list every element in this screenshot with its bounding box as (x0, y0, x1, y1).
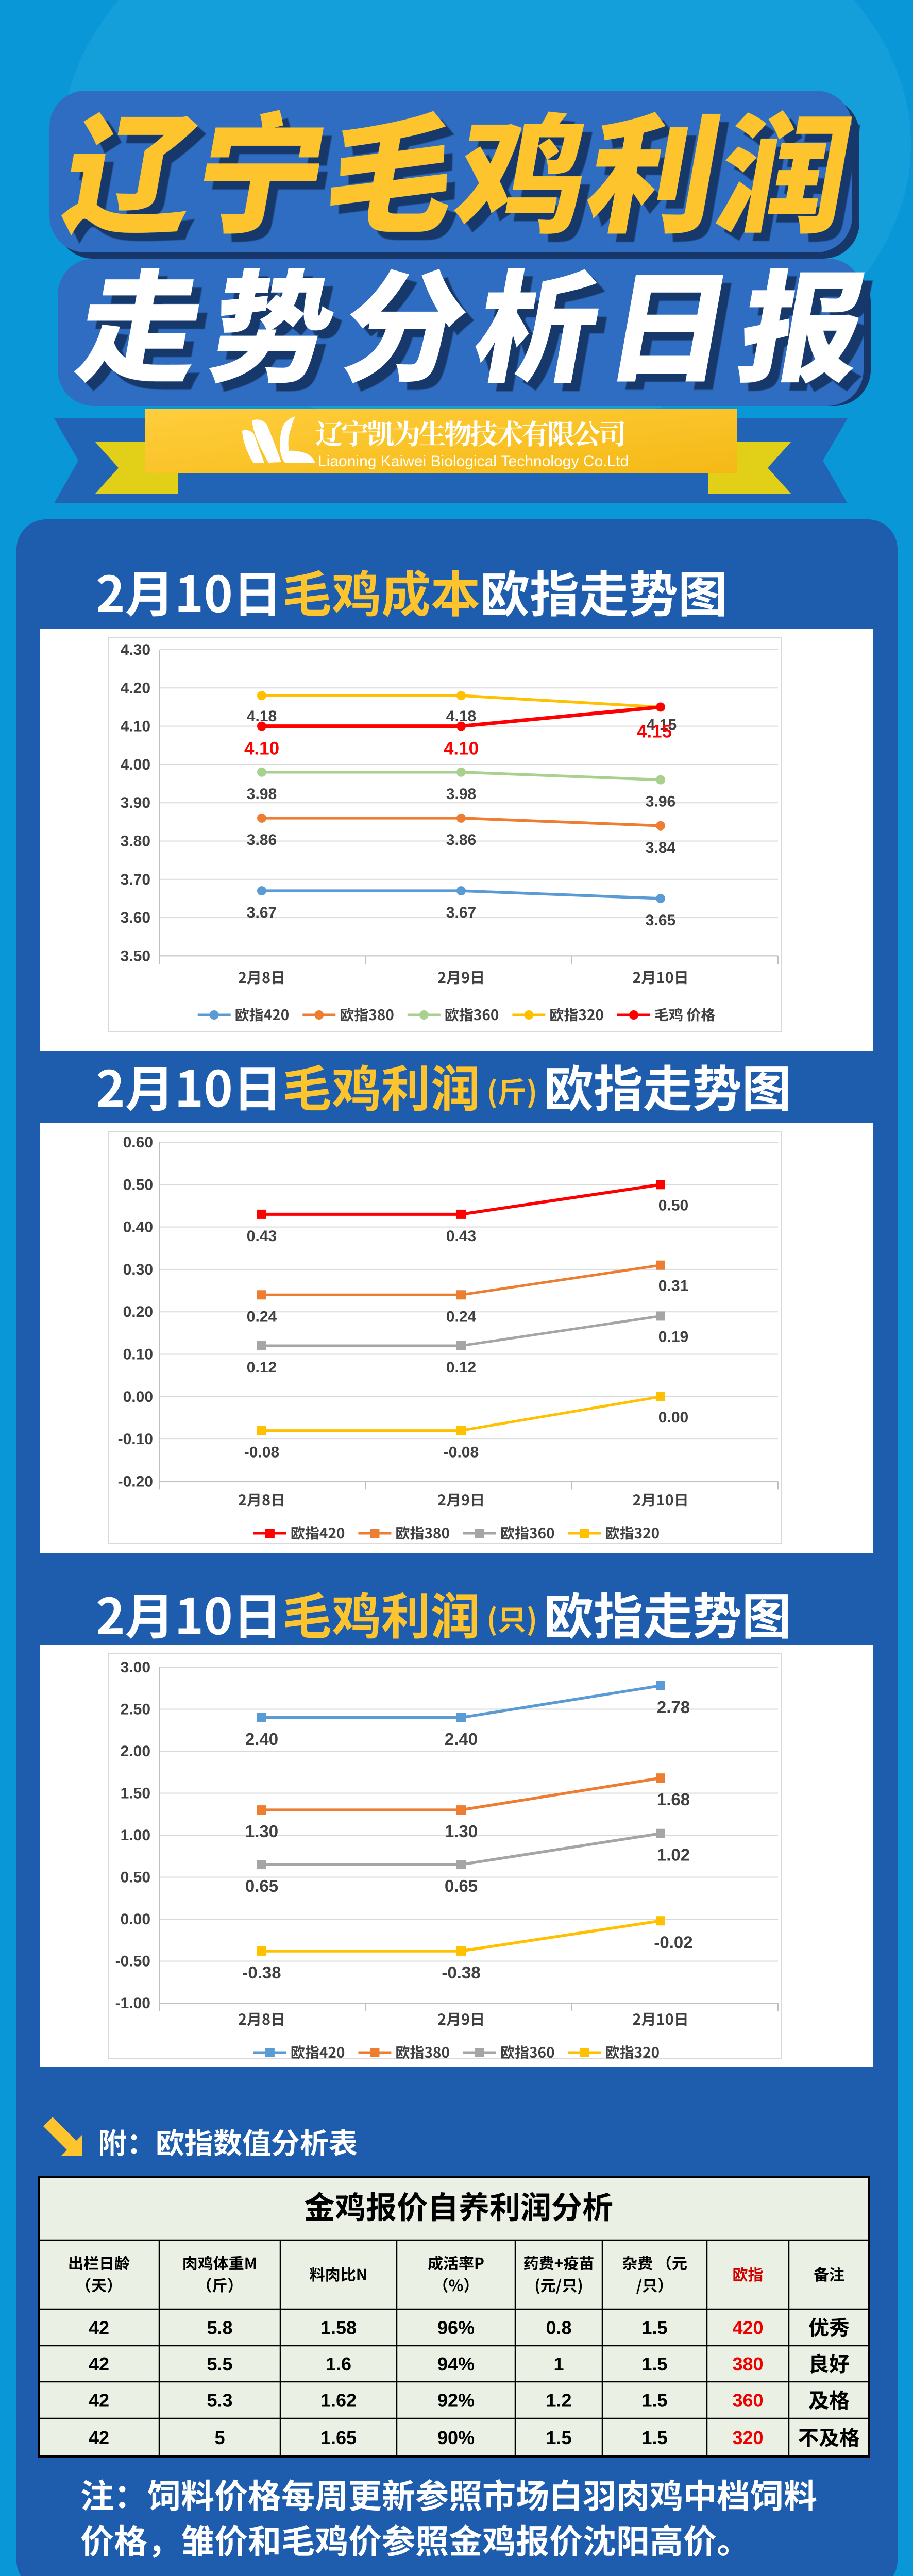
svg-text:0.30: 0.30 (123, 1261, 153, 1278)
svg-text:4.00: 4.00 (121, 756, 150, 773)
svg-text:0.19: 0.19 (658, 1328, 688, 1345)
svg-text:-0.02: -0.02 (654, 1933, 692, 1952)
svg-text:96%: 96% (437, 2317, 475, 2338)
svg-text:1.5: 1.5 (641, 2353, 667, 2375)
svg-text:42: 42 (89, 2353, 109, 2375)
svg-text:3.90: 3.90 (121, 794, 150, 811)
svg-text:3.70: 3.70 (121, 871, 150, 888)
svg-text:5.8: 5.8 (207, 2317, 232, 2338)
svg-text:-0.08: -0.08 (244, 1444, 279, 1461)
svg-text:3.67: 3.67 (247, 904, 277, 921)
svg-text:1.00: 1.00 (121, 1827, 150, 1844)
svg-text:0.50: 0.50 (123, 1176, 153, 1193)
svg-text:0.60: 0.60 (123, 1134, 153, 1151)
svg-text:-0.20: -0.20 (118, 1473, 153, 1490)
svg-text:0.10: 0.10 (123, 1346, 153, 1363)
svg-text:-1.00: -1.00 (115, 1995, 150, 2012)
svg-text:0.43: 0.43 (247, 1228, 277, 1245)
svg-text:3.67: 3.67 (446, 904, 476, 921)
svg-text:0.50: 0.50 (121, 1869, 150, 1886)
svg-text:90%: 90% (437, 2427, 475, 2448)
svg-text:1.5: 1.5 (546, 2427, 571, 2448)
svg-text:5.5: 5.5 (207, 2353, 232, 2375)
svg-text:42: 42 (89, 2390, 109, 2411)
svg-text:0.24: 0.24 (247, 1308, 277, 1325)
svg-text:-0.08: -0.08 (444, 1444, 479, 1461)
svg-text:420: 420 (732, 2317, 763, 2338)
svg-text:3.86: 3.86 (247, 832, 277, 849)
svg-text:0.20: 0.20 (123, 1303, 153, 1320)
svg-text:4.10: 4.10 (244, 739, 279, 759)
svg-text:1.58: 1.58 (320, 2317, 357, 2338)
svg-text:0.8: 0.8 (546, 2317, 571, 2338)
svg-text:0.65: 0.65 (245, 1876, 278, 1895)
svg-text:4.15: 4.15 (637, 721, 672, 741)
svg-text:1.50: 1.50 (121, 1785, 150, 1802)
svg-text:3.98: 3.98 (247, 786, 277, 803)
svg-text:2.40: 2.40 (445, 1730, 478, 1749)
svg-text:1.30: 1.30 (245, 1822, 278, 1841)
svg-text:1.68: 1.68 (657, 1790, 690, 1809)
svg-text:1.5: 1.5 (641, 2427, 667, 2448)
svg-text:42: 42 (89, 2427, 109, 2448)
svg-text:2.40: 2.40 (245, 1730, 278, 1749)
svg-text:0.12: 0.12 (446, 1359, 476, 1376)
svg-text:92%: 92% (437, 2390, 475, 2411)
svg-text:0.00: 0.00 (121, 1911, 150, 1928)
svg-text:1.6: 1.6 (326, 2353, 351, 2375)
svg-text:0.00: 0.00 (658, 1409, 688, 1426)
svg-text:1.02: 1.02 (657, 1845, 690, 1865)
svg-text:0.31: 0.31 (658, 1278, 688, 1295)
svg-text:3.96: 3.96 (646, 793, 675, 810)
svg-text:1.62: 1.62 (320, 2390, 357, 2411)
svg-text:1.5: 1.5 (641, 2317, 667, 2338)
svg-text:0.50: 0.50 (658, 1197, 688, 1214)
svg-text:1.30: 1.30 (445, 1822, 478, 1841)
svg-text:-0.50: -0.50 (115, 1953, 150, 1970)
svg-text:4.15: 4.15 (647, 716, 677, 733)
svg-text:4.10: 4.10 (121, 718, 150, 735)
svg-text:1.2: 1.2 (546, 2390, 571, 2411)
svg-text:42: 42 (89, 2317, 109, 2338)
svg-text:0.43: 0.43 (446, 1228, 476, 1245)
svg-text:1.5: 1.5 (641, 2390, 667, 2411)
svg-text:Liaoning Kaiwei Biological Tec: Liaoning Kaiwei Biological Technology Co… (318, 453, 629, 470)
svg-text:2.00: 2.00 (121, 1743, 150, 1760)
svg-text:5: 5 (214, 2427, 225, 2448)
svg-text:3.00: 3.00 (121, 1659, 150, 1676)
svg-text:3.86: 3.86 (446, 832, 476, 849)
svg-text:360: 360 (732, 2390, 763, 2411)
svg-text:0.12: 0.12 (247, 1359, 277, 1376)
svg-text:4.30: 4.30 (121, 641, 150, 658)
svg-text:0.00: 0.00 (123, 1388, 153, 1405)
svg-text:1: 1 (553, 2353, 564, 2375)
svg-text:0.24: 0.24 (446, 1308, 477, 1325)
svg-text:3.80: 3.80 (121, 833, 150, 850)
svg-text:320: 320 (732, 2427, 763, 2448)
svg-text:3.98: 3.98 (446, 786, 476, 803)
svg-text:3.65: 3.65 (646, 912, 675, 929)
svg-text:-0.10: -0.10 (118, 1431, 153, 1448)
svg-text:-0.38: -0.38 (442, 1963, 480, 1982)
svg-text:0.40: 0.40 (123, 1219, 153, 1236)
svg-text:5.3: 5.3 (207, 2390, 232, 2411)
svg-text:3.84: 3.84 (646, 839, 676, 856)
svg-text:3.50: 3.50 (121, 947, 150, 964)
svg-text:-0.38: -0.38 (242, 1963, 281, 1982)
svg-text:4.20: 4.20 (121, 680, 150, 697)
svg-text:2.50: 2.50 (121, 1701, 150, 1718)
svg-text:4.10: 4.10 (444, 739, 479, 759)
svg-text:380: 380 (732, 2353, 763, 2375)
svg-text:1.65: 1.65 (320, 2427, 357, 2448)
svg-text:3.60: 3.60 (121, 909, 150, 926)
svg-text:94%: 94% (437, 2353, 475, 2375)
svg-text:0.65: 0.65 (445, 1876, 478, 1895)
svg-text:2.78: 2.78 (657, 1698, 690, 1717)
